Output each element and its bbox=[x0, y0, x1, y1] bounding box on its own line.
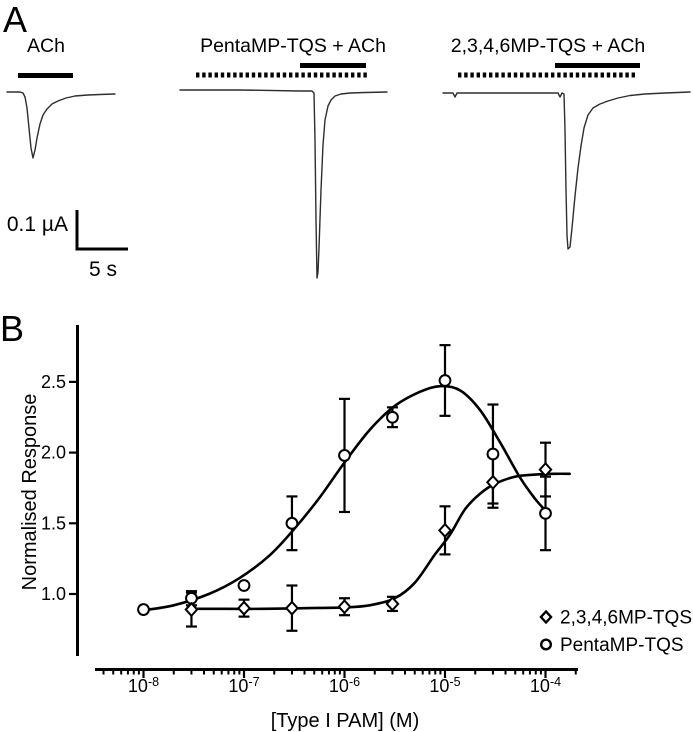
panel-a-traces: ACh PentaMP-TQS + ACh 2,3,4,6MP-TQS + AC… bbox=[6, 35, 691, 281]
y-tick-label: 2.5 bbox=[41, 372, 66, 392]
scale-bar-lines bbox=[75, 210, 128, 251]
y-tick-label: 1.5 bbox=[41, 513, 66, 533]
data-point-circle bbox=[438, 374, 452, 387]
x-tick-label: 10-8 bbox=[128, 675, 159, 696]
x-tick-label: 10-6 bbox=[329, 675, 360, 696]
trace-pentamp-label: PentaMP-TQS + ACh bbox=[200, 35, 386, 57]
data-point-circle bbox=[237, 579, 251, 592]
x-tick-label: 10-5 bbox=[429, 675, 460, 696]
data-point-diamond bbox=[437, 522, 453, 539]
data-points bbox=[137, 374, 553, 618]
data-point-diamond bbox=[385, 596, 400, 612]
dose-response-chart: 1.0 1.5 2.0 2.5 10-8 10-7 10-6 10-5 10-4 [Type I… bbox=[19, 325, 692, 732]
data-point-diamond bbox=[236, 600, 252, 616]
data-point-circle bbox=[137, 603, 150, 616]
legend-marker-diamond bbox=[539, 609, 553, 625]
fit-curve-pentamp-tqs bbox=[142, 384, 547, 612]
data-point-circle bbox=[285, 516, 299, 530]
data-point-diamond bbox=[538, 461, 553, 478]
fit-curves bbox=[142, 384, 571, 612]
chart-axes: 1.0 1.5 2.0 2.5 10-8 10-7 10-6 10-5 10-4 bbox=[41, 325, 578, 696]
data-point-diamond bbox=[485, 474, 500, 490]
data-point-diamond bbox=[184, 601, 199, 618]
panel-b-label: B bbox=[0, 308, 24, 349]
data-point-circle bbox=[338, 449, 351, 462]
data-point-diamond bbox=[337, 599, 352, 615]
data-point-circle bbox=[486, 447, 500, 461]
chart-legend: 2,3,4,6MP-TQS PentaMP-TQS bbox=[539, 608, 692, 656]
data-point-circle bbox=[539, 507, 552, 520]
legend-label: 2,3,4,6MP-TQS bbox=[560, 608, 692, 629]
legend-label: PentaMP-TQS bbox=[560, 635, 684, 656]
y-axis-label: Normalised Response bbox=[19, 394, 41, 591]
current-trace-1 bbox=[179, 89, 388, 279]
y-tick-label: 1.0 bbox=[41, 584, 66, 604]
current-scale-label: 0.1 µA bbox=[7, 213, 68, 236]
x-tick-label: 10-7 bbox=[228, 675, 259, 696]
current-trace-2 bbox=[442, 91, 691, 250]
trace-ach-label: ACh bbox=[27, 35, 65, 57]
time-scale-label: 5 s bbox=[89, 258, 117, 281]
current-traces bbox=[6, 89, 691, 279]
x-tick-label: 10-4 bbox=[530, 675, 561, 696]
data-point-circle bbox=[386, 410, 399, 424]
scale-bar: 0.1 µA 5 s bbox=[7, 210, 128, 281]
panel-a-label: A bbox=[3, 0, 27, 40]
trace-mptqs-label: 2,3,4,6MP-TQS + ACh bbox=[451, 35, 646, 57]
x-axis-label: [Type I PAM] (M) bbox=[271, 710, 420, 732]
stimulus-bars bbox=[18, 63, 640, 78]
legend-marker-circle bbox=[540, 638, 553, 651]
current-trace-0 bbox=[6, 91, 116, 159]
y-tick-label: 2.0 bbox=[41, 443, 66, 463]
data-point-diamond bbox=[284, 600, 299, 616]
